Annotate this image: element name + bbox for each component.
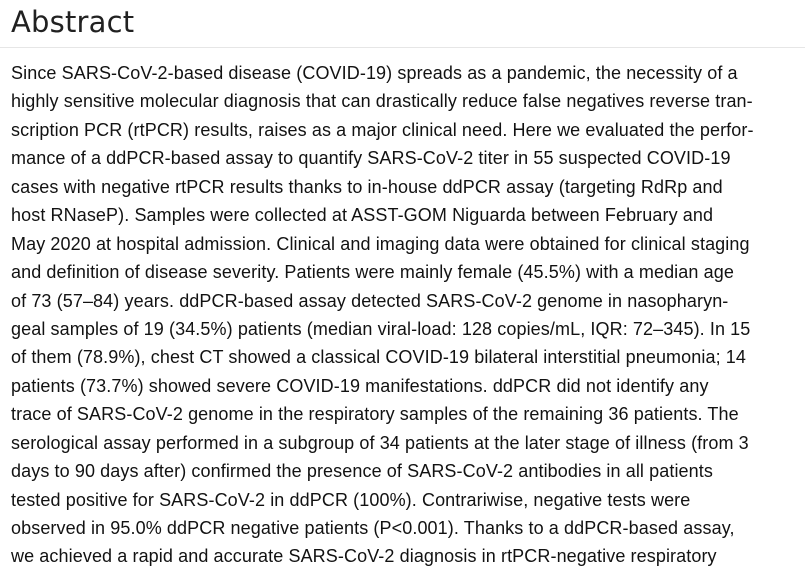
abstract-line: observed in 95.0% ddPCR negative patient… <box>11 518 735 538</box>
abstract-line: host RNaseP). Samples were collected at … <box>11 205 714 226</box>
abstract-line: days to 90 days after) confirmed the pre… <box>11 461 713 482</box>
abstract-line: and definition of disease severity. Pati… <box>11 262 734 283</box>
abstract-line: patients (73.7%) showed severe COVID-19 … <box>11 375 709 396</box>
abstract-line: highly sensitive molecular diagnosis tha… <box>11 91 753 112</box>
section-divider <box>0 47 805 48</box>
abstract-line: we achieved a rapid and accurate SARS-Co… <box>11 546 717 567</box>
abstract-line: of 73 (57–84) years. ddPCR-based assay d… <box>11 290 729 311</box>
abstract-line: serological assay performed in a subgrou… <box>11 432 749 453</box>
abstract-line: of them (78.9%), chest CT showed a class… <box>11 347 747 368</box>
abstract-line: trace of SARS-CoV-2 genome in the respir… <box>11 404 739 425</box>
abstract-line: tested positive for SARS-CoV-2 in ddPCR … <box>11 489 691 510</box>
abstract-line: Since SARS-CoV-2-based disease (COVID-19… <box>11 63 738 83</box>
abstract-line: cases with negative rtPCR results thanks… <box>11 176 723 197</box>
abstract-heading: Abstract <box>11 5 135 39</box>
abstract-body: Since SARS-CoV-2-based disease (COVID-19… <box>0 59 805 571</box>
abstract-line: May 2020 at hospital admission. Clinical… <box>11 233 750 254</box>
abstract-line: mance of a ddPCR-based assay to quantify… <box>11 148 731 169</box>
abstract-line: geal samples of 19 (34.5%) patients (med… <box>11 318 751 339</box>
abstract-line: scription PCR (rtPCR) results, raises as… <box>11 119 754 140</box>
